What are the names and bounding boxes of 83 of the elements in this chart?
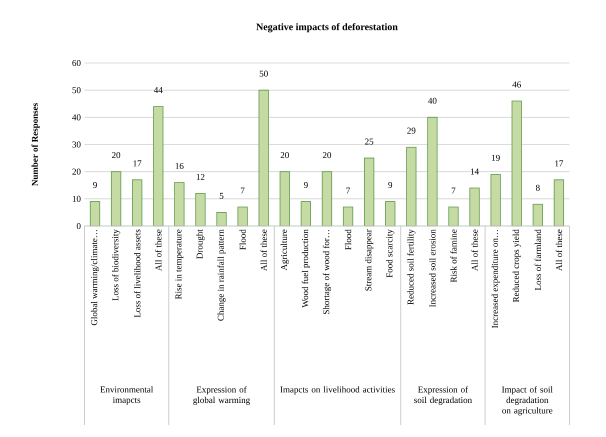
x-tick-label: All of these	[260, 230, 267, 271]
x-tick-label: Risk of famine	[450, 230, 457, 282]
bar	[132, 179, 142, 226]
x-tick-label: Increased expenditure on…	[492, 230, 500, 328]
data-label: 19	[492, 154, 500, 161]
data-label: 16	[176, 162, 184, 170]
bar	[448, 206, 459, 226]
data-label: 29	[407, 128, 416, 134]
y-tick-label: 40	[72, 114, 81, 120]
x-tick-label: Rise in temperature	[175, 229, 184, 300]
x-tick-label: Shortage of wood for…	[322, 230, 332, 314]
data-label: 7	[346, 188, 350, 194]
bar	[300, 201, 312, 226]
data-label: 17	[555, 160, 564, 166]
data-label: 46	[512, 81, 521, 88]
bar	[512, 100, 522, 226]
data-label: 12	[196, 174, 204, 180]
data-label: 40	[428, 98, 437, 104]
x-tick-label: All of these	[556, 230, 562, 271]
x-tick-label: Food scarcity	[386, 229, 394, 278]
bar	[90, 201, 100, 226]
x-tick-label: Flood	[344, 229, 352, 250]
bar	[237, 206, 248, 226]
x-tick-label: Global warming/climate…	[90, 230, 100, 326]
x-tick-label: All of these	[471, 230, 478, 271]
y-axis-title: Number of Responses	[31, 103, 40, 186]
bar	[216, 212, 227, 226]
data-label: 17	[133, 160, 142, 166]
x-tick-label: Loss of biodiversity	[112, 229, 120, 301]
data-label: 8	[536, 184, 540, 191]
bar	[364, 158, 374, 226]
bar	[322, 171, 332, 226]
bar	[280, 171, 290, 226]
data-label: 9	[93, 182, 97, 188]
data-label: 9	[304, 182, 308, 188]
x-tick-label: Stream disappear	[365, 229, 374, 291]
bar	[195, 193, 206, 226]
bar	[385, 201, 396, 226]
x-tick-label: Flood	[239, 229, 246, 250]
bar	[427, 116, 438, 226]
y-tick-label: 50	[72, 87, 81, 94]
bar	[153, 106, 164, 226]
data-label: 20	[280, 152, 289, 158]
bar	[258, 90, 269, 226]
x-tick-label: All of these	[155, 230, 162, 271]
text: Impact of soil degradation on agriculture	[502, 386, 553, 416]
chart-title: Negative impacts of deforestation	[256, 23, 398, 32]
y-tick-label: 60	[72, 60, 81, 66]
data-label: 14	[470, 168, 479, 174]
x-tick-label: Drought	[196, 229, 205, 259]
x-tick-label: Agriculture	[280, 230, 289, 270]
x-tick-label: Wood fuel production	[302, 229, 310, 308]
bar	[490, 174, 501, 226]
x-tick-label: Loss of livelihood assets	[134, 230, 140, 318]
x-tick-label: Reduced soil fertility	[407, 229, 416, 305]
bar	[532, 204, 543, 226]
y-tick-label: 10	[72, 196, 81, 202]
bar	[554, 179, 564, 226]
bar	[110, 171, 122, 226]
bar	[406, 146, 416, 226]
bar	[174, 182, 184, 226]
x-tick-label: Loss of farmland	[534, 229, 542, 290]
y-tick-label: 20	[72, 168, 81, 175]
data-label: 44	[154, 87, 163, 93]
data-label: 50	[260, 70, 268, 77]
x-tick-label: Increased soil erosion	[429, 229, 436, 308]
x-tick-label: Reduced crops yield	[512, 229, 521, 302]
x-tick-label: Change in rainfall pattern	[217, 229, 226, 321]
y-tick-label: 30	[72, 141, 81, 148]
data-label: 7	[452, 188, 456, 194]
data-label: 20	[112, 152, 120, 158]
data-label: 5	[220, 192, 224, 199]
bar	[469, 188, 480, 226]
data-label: 7	[240, 188, 245, 194]
data-label: 20	[322, 152, 332, 158]
data-label: 25	[365, 138, 374, 145]
text: Expression of soil degradation	[414, 386, 472, 405]
data-label: 9	[388, 182, 392, 188]
text: Environmental imapcts	[100, 386, 154, 405]
text: Expression of global warming	[193, 386, 250, 405]
text: Imapcts on livelihood activities	[280, 386, 395, 394]
y-tick-label: 0	[76, 222, 81, 230]
bar	[342, 206, 354, 226]
